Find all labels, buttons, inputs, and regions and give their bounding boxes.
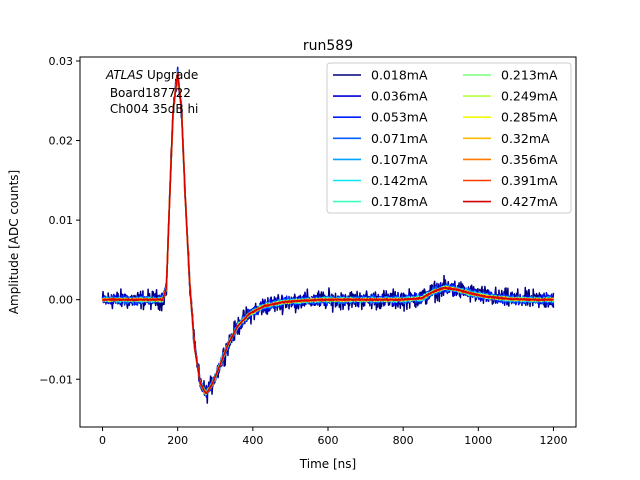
x-tick-label: 0 <box>99 434 106 447</box>
series-layer <box>101 66 555 404</box>
x-tick-label: 400 <box>242 434 263 447</box>
legend-entry: 0.427mA <box>463 194 558 209</box>
legend-entry: 0.213mA <box>463 68 558 83</box>
x-axis-label: Time [ns] <box>299 457 356 471</box>
legend-entry: 0.142mA <box>333 173 428 188</box>
x-tick-label: 1200 <box>539 434 567 447</box>
legend-entry: 0.071mA <box>333 131 428 146</box>
legend-entry: 0.249mA <box>463 89 558 104</box>
legend-entry: 0.036mA <box>333 89 428 104</box>
legend-entry: 0.107mA <box>333 152 428 167</box>
annotation-channel: Ch004 35dB hi <box>106 102 198 116</box>
legend-label: 0.107mA <box>371 152 428 167</box>
y-tick-label: 0.00 <box>49 294 74 307</box>
legend-label: 0.036mA <box>371 89 428 104</box>
legend-label: 0.071mA <box>371 131 428 146</box>
legend-label: 0.249mA <box>501 89 558 104</box>
x-axis-ticks: 0 200 400 600 800 1000 1200 <box>99 427 567 447</box>
legend-label: 0.285mA <box>501 110 558 125</box>
annotation-line-1: ATLAS Upgrade <box>105 68 198 82</box>
legend-label: 0.427mA <box>501 194 558 209</box>
x-tick-label: 600 <box>318 434 339 447</box>
series-line-0.427mA <box>102 72 554 394</box>
legend: 0.018mA 0.036mA 0.053mA 0.071mA 0.107mA 0.142… <box>326 62 572 214</box>
y-axis-label: Amplitude [ADC counts] <box>7 170 21 314</box>
x-tick-label: 1000 <box>464 434 492 447</box>
legend-entry: 0.32mA <box>463 131 550 146</box>
annotation-board: Board187722 <box>106 86 191 100</box>
legend-label: 0.142mA <box>371 173 428 188</box>
y-tick-label: −0.01 <box>39 373 73 386</box>
legend-label: 0.356mA <box>501 152 558 167</box>
legend-label: 0.391mA <box>501 173 558 188</box>
y-tick-label: 0.03 <box>49 55 74 68</box>
legend-label: 0.213mA <box>501 68 558 83</box>
x-tick-label: 200 <box>167 434 188 447</box>
legend-entry: 0.391mA <box>463 173 558 188</box>
legend-entry: 0.178mA <box>333 194 428 209</box>
legend-label: 0.018mA <box>371 68 428 83</box>
x-tick-label: 800 <box>393 434 414 447</box>
legend-entry: 0.018mA <box>333 68 428 83</box>
chart-title: run589 <box>303 38 353 54</box>
annotation-atlas: ATLAS <box>105 68 144 82</box>
legend-label: 0.32mA <box>501 131 550 146</box>
legend-entry: 0.356mA <box>463 152 558 167</box>
legend-entry: 0.053mA <box>333 110 428 125</box>
atlas-annotation: ATLAS Upgrade Board187722 Ch004 35dB hi <box>105 68 198 116</box>
y-tick-label: 0.02 <box>49 135 74 148</box>
y-axis-ticks: −0.01 0.00 0.01 0.02 0.03 <box>39 55 80 386</box>
legend-box <box>326 62 572 214</box>
legend-entry: 0.285mA <box>463 110 558 125</box>
annotation-upgrade: Upgrade <box>143 68 198 82</box>
y-tick-label: 0.01 <box>49 214 74 227</box>
legend-label: 0.178mA <box>371 194 428 209</box>
legend-label: 0.053mA <box>371 110 428 125</box>
